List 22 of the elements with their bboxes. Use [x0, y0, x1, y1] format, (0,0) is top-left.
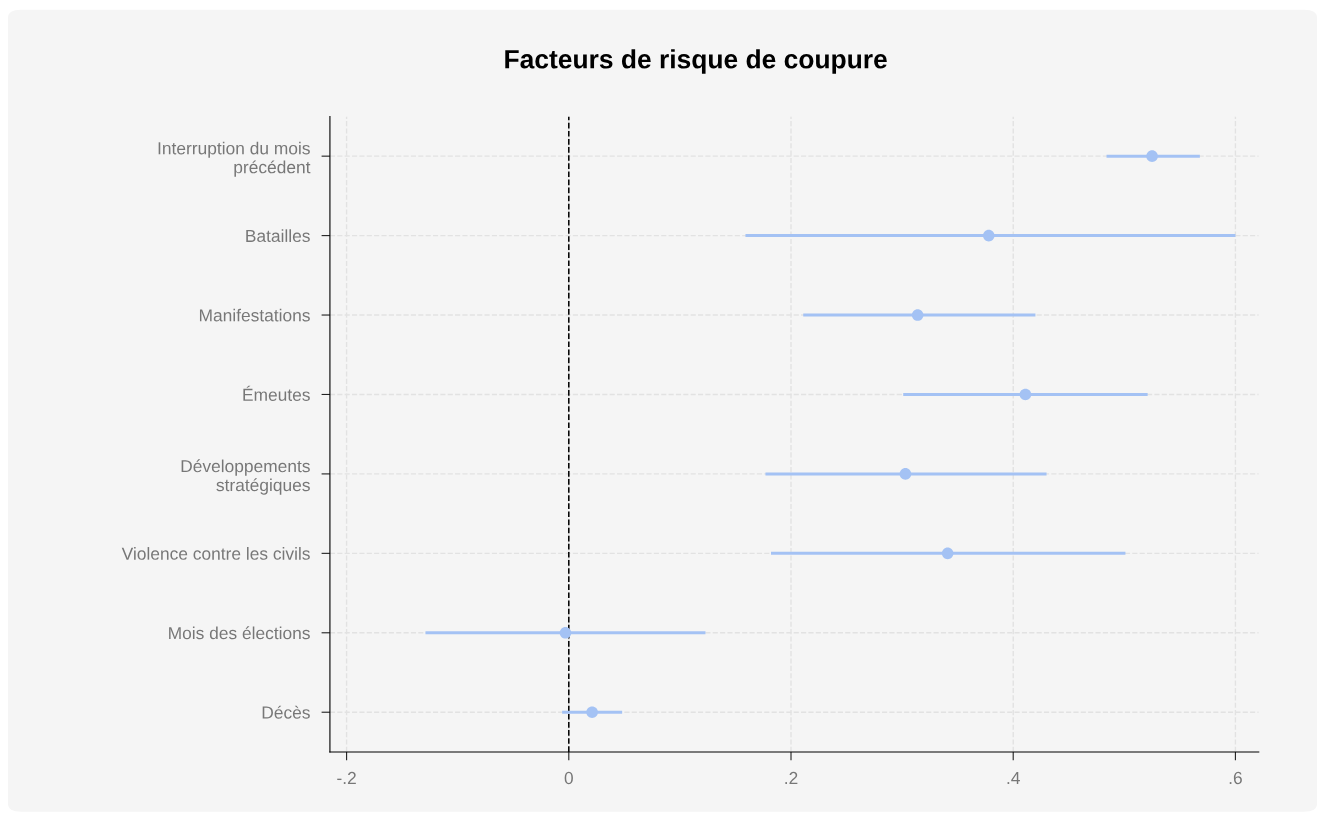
- y-tick-label: Décès: [262, 705, 310, 719]
- y-tick-label: Mois des élections: [169, 626, 310, 640]
- point: [911, 309, 924, 321]
- point: [1146, 150, 1158, 162]
- y-tick-label: Manifestations: [199, 308, 310, 322]
- y-tick-label: Batailles: [246, 229, 310, 243]
- y-tick-label: Interruption du mois précédent: [158, 141, 311, 177]
- x-tick-label: -.2: [337, 771, 356, 784]
- x-tick-label: .6: [1229, 771, 1242, 785]
- y-tick-label: Émeutes: [243, 385, 310, 401]
- point: [982, 229, 995, 242]
- point: [586, 706, 598, 719]
- chart-title: Facteurs de risque de coupure: [505, 49, 887, 74]
- y-tick-label: Développements stratégiques: [181, 459, 310, 495]
- point: [1019, 388, 1032, 401]
- point: [559, 626, 572, 639]
- point: [899, 468, 912, 480]
- point: [941, 547, 954, 560]
- x-tick-label: .2: [785, 771, 798, 784]
- x-tick-label: 0: [564, 771, 573, 785]
- y-tick-label: Violence contre les civils: [121, 547, 310, 560]
- x-tick-label: .4: [1007, 772, 1020, 784]
